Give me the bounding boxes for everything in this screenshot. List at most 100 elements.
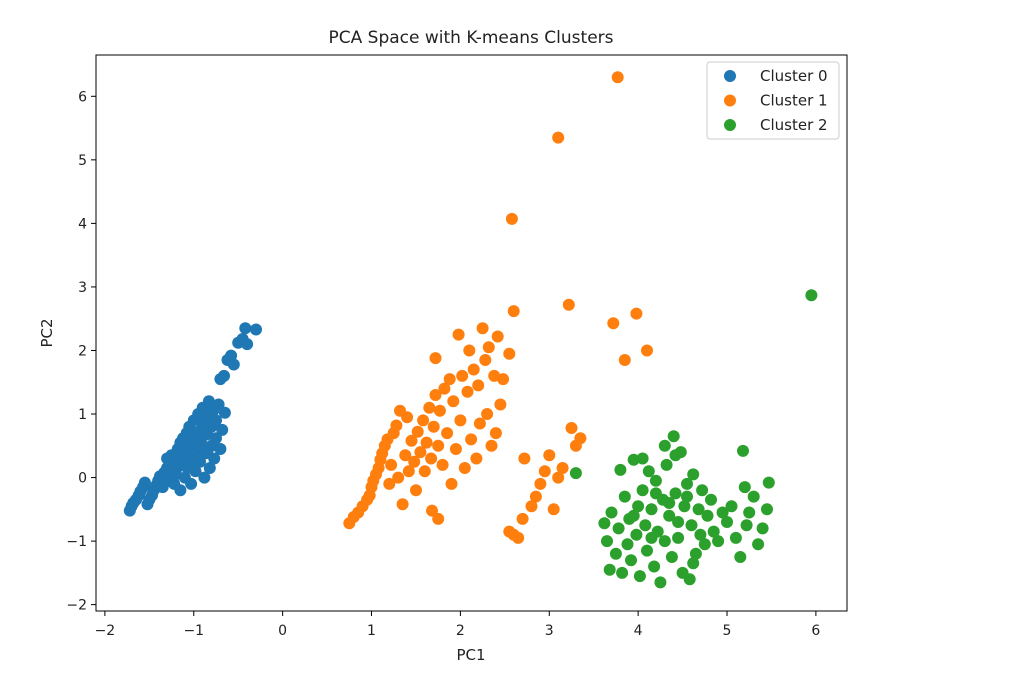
point-cluster-2-66 xyxy=(669,449,682,462)
point-cluster-2-53 xyxy=(725,500,738,513)
point-cluster-0-72 xyxy=(239,322,252,335)
point-cluster-1-53 xyxy=(465,433,478,446)
point-cluster-2-1 xyxy=(569,467,582,480)
point-cluster-1-35 xyxy=(427,420,440,433)
point-cluster-0-82 xyxy=(170,458,182,471)
point-cluster-2-18 xyxy=(636,484,649,497)
point-cluster-1-47 xyxy=(452,328,465,341)
point-cluster-2-15 xyxy=(630,528,643,541)
series-cluster-1 xyxy=(343,71,653,544)
point-cluster-2-65 xyxy=(658,439,671,452)
point-cluster-1-56 xyxy=(472,379,485,392)
y-tick-label: −2 xyxy=(66,598,87,614)
point-cluster-2-28 xyxy=(658,535,671,548)
point-cluster-2-11 xyxy=(621,538,634,551)
point-cluster-1-50 xyxy=(458,462,471,474)
point-cluster-2-68 xyxy=(649,487,662,500)
series-cluster-2 xyxy=(569,289,818,589)
point-cluster-2-51 xyxy=(716,506,729,519)
point-cluster-1-41 xyxy=(438,382,451,395)
point-cluster-2-72 xyxy=(627,509,640,522)
point-cluster-1-18 xyxy=(392,471,405,484)
point-cluster-2-52 xyxy=(721,516,733,528)
point-cluster-1-14 xyxy=(383,477,396,490)
point-cluster-2-4 xyxy=(603,563,616,576)
point-cluster-1-32 xyxy=(423,401,436,414)
point-cluster-2-44 xyxy=(694,528,707,541)
point-cluster-0-73 xyxy=(241,338,254,351)
point-cluster-0-74 xyxy=(250,323,262,336)
point-cluster-1-21 xyxy=(399,449,412,462)
point-cluster-2-34 xyxy=(672,531,685,544)
x-axis-ticks: −2 −1 0 1 2 3 4 5 6 xyxy=(95,611,820,639)
point-cluster-1-30 xyxy=(418,465,431,478)
point-cluster-0-7 xyxy=(138,476,151,489)
point-cluster-1-83 xyxy=(529,490,542,503)
point-cluster-1-51 xyxy=(461,385,474,398)
point-cluster-2-67 xyxy=(636,452,649,465)
point-cluster-2-26 xyxy=(654,576,667,589)
point-cluster-0-66 xyxy=(218,369,230,382)
point-cluster-0-77 xyxy=(183,458,196,471)
point-cluster-0-63 xyxy=(216,423,229,436)
point-cluster-1-87 xyxy=(547,503,560,516)
point-cluster-1-37 xyxy=(432,512,445,525)
point-cluster-0-83 xyxy=(161,452,174,465)
point-cluster-2-10 xyxy=(618,490,631,503)
point-cluster-0-84 xyxy=(201,446,214,459)
point-cluster-1-71 xyxy=(505,212,518,225)
x-axis-title: PC1 xyxy=(456,646,485,664)
legend-label-cluster-0: Cluster 0 xyxy=(760,67,828,85)
point-cluster-2-56 xyxy=(737,444,749,457)
x-tick-label: −1 xyxy=(183,623,204,639)
point-cluster-1-31 xyxy=(420,436,433,449)
points-layer xyxy=(123,71,818,589)
point-cluster-2-48 xyxy=(705,493,717,506)
point-cluster-1-38 xyxy=(432,439,445,452)
point-cluster-2-16 xyxy=(632,500,645,513)
point-cluster-1-49 xyxy=(456,369,469,382)
point-cluster-1-54 xyxy=(467,363,480,376)
point-cluster-1-85 xyxy=(538,465,551,478)
point-cluster-2-61 xyxy=(752,538,765,551)
x-tick-label: −2 xyxy=(95,623,116,639)
x-tick-label: 2 xyxy=(456,623,465,639)
point-cluster-1-43 xyxy=(443,373,456,386)
point-cluster-1-42 xyxy=(441,427,454,440)
point-cluster-0-28 xyxy=(174,484,187,497)
point-cluster-2-13 xyxy=(625,554,637,567)
point-cluster-0-81 xyxy=(196,430,209,443)
point-cluster-2-70 xyxy=(681,490,693,503)
x-tick-label: 3 xyxy=(545,623,554,639)
point-cluster-1-61 xyxy=(482,341,495,354)
point-cluster-2-33 xyxy=(669,487,682,500)
point-cluster-1-52 xyxy=(463,344,476,357)
point-cluster-2-20 xyxy=(641,544,653,557)
legend-box xyxy=(706,61,840,140)
point-cluster-2-38 xyxy=(681,477,693,490)
point-cluster-1-74 xyxy=(562,298,575,311)
point-cluster-2-64 xyxy=(762,476,775,489)
legend-marker-cluster-0 xyxy=(724,70,736,82)
point-cluster-1-92 xyxy=(574,432,587,445)
point-cluster-1-34 xyxy=(426,504,438,517)
point-cluster-0-37 xyxy=(185,477,198,490)
point-cluster-2-47 xyxy=(701,509,714,522)
y-axis-title: PC2 xyxy=(38,318,56,347)
point-cluster-2-3 xyxy=(601,535,613,548)
point-cluster-2-69 xyxy=(663,497,676,509)
point-cluster-2-6 xyxy=(609,547,622,560)
point-cluster-1-73 xyxy=(611,71,624,84)
point-cluster-1-24 xyxy=(405,434,418,447)
y-axis-ticks: −2 −1 0 1 2 3 4 5 6 xyxy=(66,89,96,614)
point-cluster-2-37 xyxy=(678,500,691,513)
y-tick-label: 5 xyxy=(78,153,87,169)
legend: Cluster 0 Cluster 1 Cluster 2 xyxy=(706,61,840,140)
point-cluster-2-9 xyxy=(616,566,629,579)
point-cluster-1-39 xyxy=(433,404,446,417)
point-cluster-0-79 xyxy=(187,449,200,462)
point-cluster-2-19 xyxy=(639,519,652,532)
point-cluster-2-30 xyxy=(663,509,676,522)
point-cluster-2-73 xyxy=(672,516,685,528)
